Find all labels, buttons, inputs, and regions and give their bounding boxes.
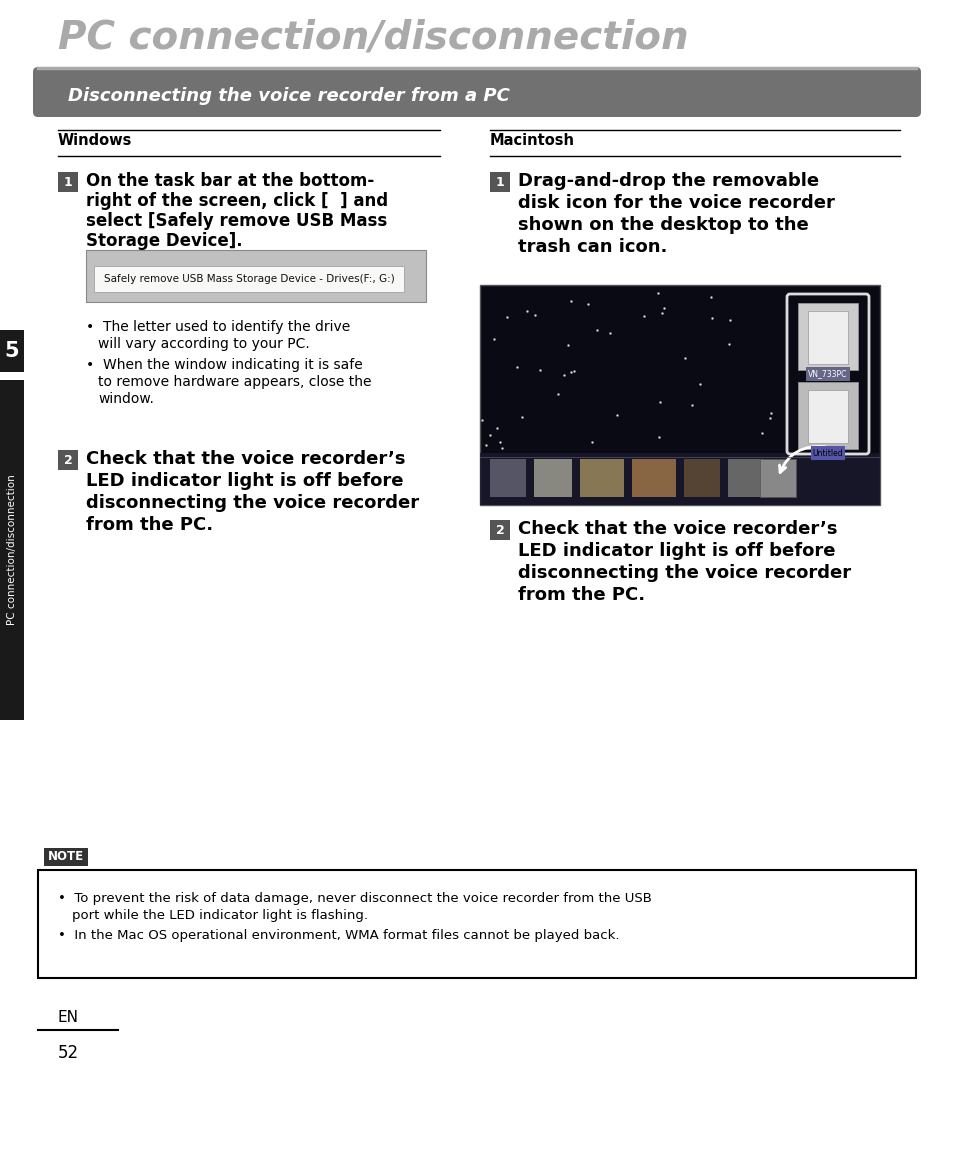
Text: LED indicator light is off before: LED indicator light is off before xyxy=(517,542,835,560)
Text: disconnecting the voice recorder: disconnecting the voice recorder xyxy=(517,564,850,582)
Text: disk icon for the voice recorder: disk icon for the voice recorder xyxy=(517,195,834,212)
Bar xyxy=(727,459,763,497)
Text: EN: EN xyxy=(58,1010,79,1025)
Text: 5: 5 xyxy=(5,340,19,361)
Text: Check that the voice recorder’s: Check that the voice recorder’s xyxy=(86,450,405,468)
Bar xyxy=(58,173,78,192)
Bar xyxy=(797,382,857,449)
Bar xyxy=(490,173,510,192)
Text: shown on the desktop to the: shown on the desktop to the xyxy=(517,217,808,234)
Bar xyxy=(760,459,795,497)
Text: 52: 52 xyxy=(58,1045,79,1062)
Text: disconnecting the voice recorder: disconnecting the voice recorder xyxy=(86,494,418,512)
Bar xyxy=(0,330,24,372)
Text: 2: 2 xyxy=(496,523,504,536)
Text: VN_733PC: VN_733PC xyxy=(807,369,847,379)
Text: right of the screen, click [  ] and: right of the screen, click [ ] and xyxy=(86,192,388,210)
Bar xyxy=(44,848,88,866)
Bar xyxy=(683,459,720,497)
Text: port while the LED indicator light is flashing.: port while the LED indicator light is fl… xyxy=(71,909,368,922)
Text: Drag-and-drop the removable: Drag-and-drop the removable xyxy=(517,173,819,190)
Text: 1: 1 xyxy=(496,176,504,189)
Text: from the PC.: from the PC. xyxy=(86,516,213,534)
Text: On the task bar at the bottom-: On the task bar at the bottom- xyxy=(86,173,374,190)
Bar xyxy=(38,870,915,979)
Bar xyxy=(797,303,857,371)
Text: Windows: Windows xyxy=(58,133,132,148)
Bar xyxy=(807,312,847,364)
Bar xyxy=(534,459,572,497)
Text: 1: 1 xyxy=(64,176,72,189)
Bar xyxy=(94,266,403,292)
Bar xyxy=(631,459,676,497)
Text: to remove hardware appears, close the: to remove hardware appears, close the xyxy=(98,375,371,389)
Bar xyxy=(58,450,78,470)
Text: trash can icon.: trash can icon. xyxy=(517,239,667,256)
Text: select [Safely remove USB Mass: select [Safely remove USB Mass xyxy=(86,212,387,230)
Text: Storage Device].: Storage Device]. xyxy=(86,232,242,250)
Bar xyxy=(479,285,879,505)
Text: window.: window. xyxy=(98,393,153,406)
Bar xyxy=(0,380,24,720)
Text: •  In the Mac OS operational environment, WMA format files cannot be played back: • In the Mac OS operational environment,… xyxy=(58,929,618,941)
Text: PC connection/disconnection: PC connection/disconnection xyxy=(7,475,17,625)
Text: Safely remove USB Mass Storage Device - Drives(F:, G:): Safely remove USB Mass Storage Device - … xyxy=(104,274,394,284)
Text: Untitled: Untitled xyxy=(812,448,842,457)
Text: Macintosh: Macintosh xyxy=(490,133,575,148)
Text: Check that the voice recorder’s: Check that the voice recorder’s xyxy=(517,520,837,538)
Bar xyxy=(807,390,847,444)
Bar xyxy=(579,459,623,497)
Text: Disconnecting the voice recorder from a PC: Disconnecting the voice recorder from a … xyxy=(68,87,509,105)
FancyArrowPatch shape xyxy=(779,447,824,472)
Text: from the PC.: from the PC. xyxy=(517,586,644,604)
Text: •  When the window indicating it is safe: • When the window indicating it is safe xyxy=(86,358,362,372)
Text: 2: 2 xyxy=(64,454,72,467)
Text: •  The letter used to identify the drive: • The letter used to identify the drive xyxy=(86,320,350,334)
Bar xyxy=(479,453,879,505)
Text: PC connection/disconnection: PC connection/disconnection xyxy=(58,19,688,56)
Text: will vary according to your PC.: will vary according to your PC. xyxy=(98,337,310,351)
Bar xyxy=(86,250,426,302)
Bar xyxy=(490,459,525,497)
Text: •  To prevent the risk of data damage, never disconnect the voice recorder from : • To prevent the risk of data damage, ne… xyxy=(58,892,651,906)
Bar xyxy=(490,520,510,540)
Text: NOTE: NOTE xyxy=(48,850,84,864)
Text: LED indicator light is off before: LED indicator light is off before xyxy=(86,472,403,490)
FancyBboxPatch shape xyxy=(33,67,920,117)
